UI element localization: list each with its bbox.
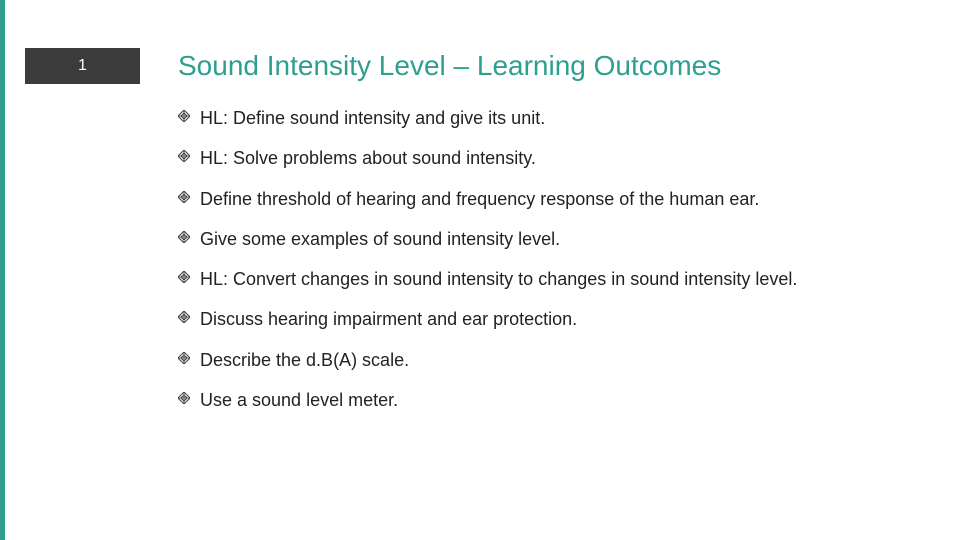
list-item: HL: Solve problems about sound intensity… bbox=[178, 146, 918, 170]
list-item-text: HL: Define sound intensity and give its … bbox=[200, 108, 545, 128]
list-item: Describe the d.B(A) scale. bbox=[178, 348, 918, 372]
list-item-text: Discuss hearing impairment and ear prote… bbox=[200, 309, 577, 329]
list-item-text: HL: Convert changes in sound intensity t… bbox=[200, 269, 797, 289]
slide-title: Sound Intensity Level – Learning Outcome… bbox=[178, 50, 918, 82]
diamond-bullet-icon bbox=[178, 352, 190, 364]
list-item-text: Describe the d.B(A) scale. bbox=[200, 350, 409, 370]
list-item: Give some examples of sound intensity le… bbox=[178, 227, 918, 251]
list-item: HL: Define sound intensity and give its … bbox=[178, 106, 918, 130]
slide-number: 1 bbox=[78, 57, 87, 75]
accent-bar bbox=[0, 0, 5, 540]
list-item: Define threshold of hearing and frequenc… bbox=[178, 187, 918, 211]
outcomes-list: HL: Define sound intensity and give its … bbox=[178, 106, 918, 412]
list-item-text: Use a sound level meter. bbox=[200, 390, 398, 410]
diamond-bullet-icon bbox=[178, 110, 190, 122]
list-item: Use a sound level meter. bbox=[178, 388, 918, 412]
diamond-bullet-icon bbox=[178, 231, 190, 243]
diamond-bullet-icon bbox=[178, 150, 190, 162]
slide-content: Sound Intensity Level – Learning Outcome… bbox=[178, 50, 918, 428]
list-item-text: HL: Solve problems about sound intensity… bbox=[200, 148, 536, 168]
diamond-bullet-icon bbox=[178, 392, 190, 404]
list-item: Discuss hearing impairment and ear prote… bbox=[178, 307, 918, 331]
list-item-text: Give some examples of sound intensity le… bbox=[200, 229, 560, 249]
diamond-bullet-icon bbox=[178, 271, 190, 283]
diamond-bullet-icon bbox=[178, 191, 190, 203]
list-item-text: Define threshold of hearing and frequenc… bbox=[200, 189, 759, 209]
slide-number-box: 1 bbox=[25, 48, 140, 84]
diamond-bullet-icon bbox=[178, 311, 190, 323]
list-item: HL: Convert changes in sound intensity t… bbox=[178, 267, 918, 291]
